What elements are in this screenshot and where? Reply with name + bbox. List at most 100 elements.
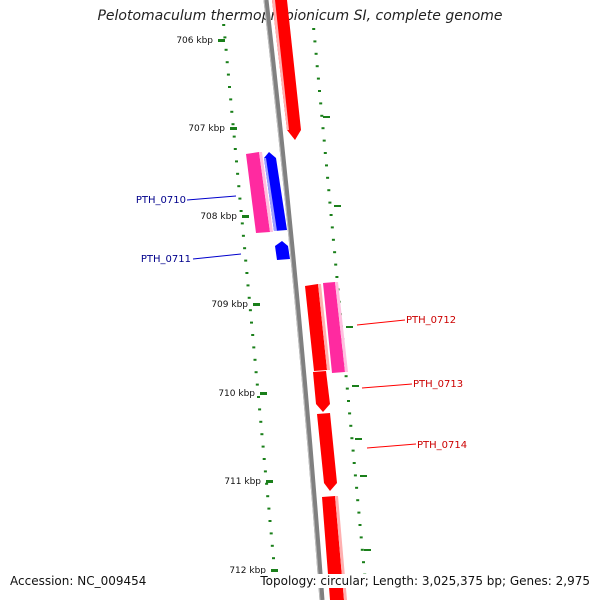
gc-dot [235, 160, 238, 163]
gc-dot [238, 197, 242, 200]
gc-dot [245, 272, 249, 274]
kbp-ruler: 706 kbp 707 kbp 708 kbp 709 kbp 710 kbp 711 k… [176, 36, 278, 576]
gc-dash [360, 475, 367, 477]
gc-dot [261, 445, 265, 448]
kbp-tick-mark [271, 569, 278, 572]
gc-dot [319, 102, 323, 105]
gc-dot [352, 462, 356, 464]
gc-dot [260, 433, 264, 436]
kbp-tick-label: 712 kbp [229, 566, 266, 576]
gc-dot [326, 176, 330, 179]
gc-dot [323, 152, 327, 154]
gc-dot [322, 139, 326, 142]
gene-label[interactable]: PTH_0712 [406, 315, 456, 326]
kbp-tick-label: 711 kbp [224, 477, 261, 487]
gene-pth-0712[interactable] [305, 284, 327, 371]
gc-dot [226, 73, 230, 76]
feature-box-pth-0710-shade [259, 152, 273, 232]
gc-dot [259, 420, 263, 423]
gene-label[interactable]: PTH_0710 [136, 195, 186, 206]
gc-dot [321, 127, 325, 130]
gc-dot [353, 474, 357, 477]
feature-box-pth-0712-shade [335, 282, 348, 372]
gc-dot [328, 201, 332, 204]
gc-dot [325, 164, 328, 167]
gc-dot [246, 284, 250, 287]
kbp-tick-label: 709 kbp [211, 300, 248, 310]
kbp-tick-label: 708 kbp [200, 212, 237, 222]
kbp-tick-mark [230, 127, 237, 130]
gc-dash [355, 438, 362, 440]
gc-dash [323, 116, 330, 118]
gc-dot [331, 238, 335, 241]
gc-dot [225, 61, 229, 64]
gc-dot [222, 24, 226, 26]
gc-dot [359, 536, 363, 539]
feature-box-pth-0712[interactable] [323, 282, 345, 373]
gc-dot [267, 507, 271, 510]
gc-dot [231, 123, 235, 126]
genome-backbone [263, 0, 325, 600]
gc-dot [229, 98, 233, 101]
gene-arrow-forward[interactable] [272, 0, 301, 140]
gene-label-leader [192, 253, 242, 260]
gc-dot [348, 412, 352, 415]
gc-dot [351, 449, 355, 452]
gc-dot [253, 358, 257, 361]
gc-dot [355, 486, 359, 489]
gc-dot [358, 524, 362, 526]
gc-dot [347, 400, 350, 402]
gc-dot [239, 210, 243, 212]
gene-pth-0714[interactable] [317, 413, 337, 491]
gc-dot [329, 214, 333, 216]
gene-pth-0711[interactable] [275, 241, 290, 260]
gc-dot [250, 321, 253, 324]
gene-label-leader [356, 319, 406, 326]
gene-labels: PTH_0710 PTH_0711 PTH_0712 PTH_0713 PTH_0714 [136, 195, 467, 451]
gene-label[interactable]: PTH_0713 [413, 379, 463, 390]
gc-dot [230, 110, 234, 113]
gene-pth-0710[interactable] [264, 152, 287, 231]
gene-label[interactable]: PTH_0711 [141, 254, 191, 265]
gene-pth-0713[interactable] [313, 371, 330, 412]
gc-dash [334, 205, 341, 207]
gc-dot [257, 396, 260, 398]
kbp-tick-label: 707 kbp [188, 124, 225, 134]
kbp-tick-mark [218, 39, 225, 42]
genome-backbone-highlight [263, 0, 321, 600]
gc-dash [352, 385, 359, 387]
gc-dot [356, 499, 360, 502]
gc-dot [258, 408, 262, 411]
gene-label[interactable]: PTH_0714 [417, 440, 467, 451]
gc-dot [316, 77, 320, 80]
gc-dot [315, 65, 319, 68]
gc-dot [270, 544, 274, 547]
gc-dot [334, 263, 338, 266]
gc-dot [255, 383, 259, 386]
gc-dot [362, 561, 365, 564]
gc-dot [244, 259, 248, 262]
gc-dot [335, 276, 339, 278]
gene-label-leader [361, 383, 413, 389]
gc-dot [344, 375, 348, 378]
gene-arrow-forward-shade [272, 0, 289, 130]
gc-dot [350, 437, 354, 440]
gc-dot [272, 557, 275, 560]
gc-dot [318, 90, 321, 92]
gc-dot [263, 470, 267, 473]
gc-dot [313, 40, 317, 43]
gene-label-leader [186, 195, 237, 201]
genome-summary-text: Topology: circular; Length: 3,025,375 bp… [260, 574, 590, 588]
gc-dot [236, 172, 240, 175]
gc-dash [346, 326, 353, 328]
gc-dot [314, 52, 318, 55]
gc-dot [357, 511, 361, 514]
gc-dot [254, 371, 258, 374]
gc-dot [349, 424, 353, 427]
feature-box-pth-0710[interactable] [246, 152, 270, 233]
gc-dot [224, 48, 228, 51]
gc-dot [251, 334, 255, 336]
gc-dot [237, 185, 241, 188]
gc-dot [333, 251, 337, 254]
